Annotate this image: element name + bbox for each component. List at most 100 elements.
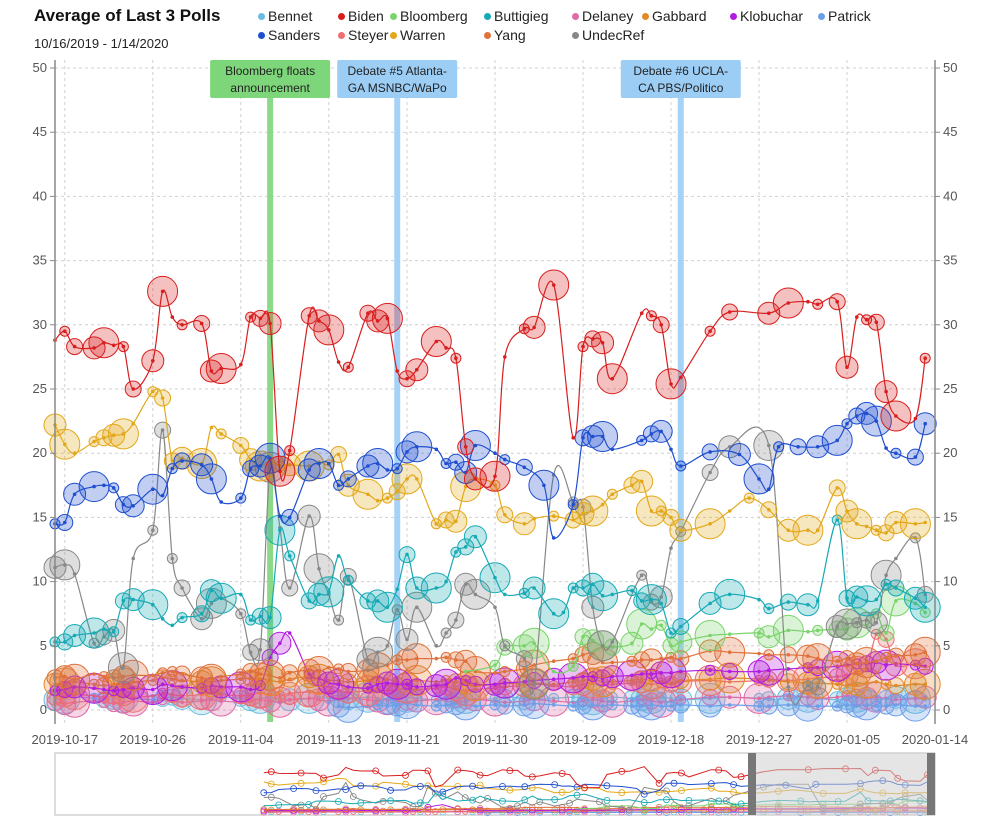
x-tick-label: 2019-12-27 [726, 732, 793, 747]
data-point [415, 656, 419, 661]
legend-item[interactable]: Buttigieg [484, 8, 548, 24]
data-point [503, 704, 507, 708]
data-point [894, 697, 898, 702]
legend-item[interactable]: Sanders [258, 27, 320, 43]
data-point [63, 674, 67, 679]
legend-item[interactable]: Biden [338, 8, 384, 24]
data-point [278, 514, 282, 518]
navigator-point [476, 805, 484, 812]
navigator-point [528, 804, 536, 811]
data-point [287, 691, 292, 696]
data-point [375, 461, 380, 466]
navigator-point [387, 786, 395, 794]
data-point [415, 687, 419, 692]
data-point [219, 596, 223, 601]
data-point [92, 346, 96, 350]
navigator-handle-right[interactable] [927, 753, 935, 815]
data-point [180, 615, 184, 620]
navigator-point [320, 774, 327, 782]
data-point [287, 671, 292, 675]
grid-layer [55, 60, 936, 724]
data-point [610, 680, 615, 684]
data-point [639, 672, 644, 676]
series-layer[interactable] [43, 269, 941, 723]
navigator-point [730, 781, 737, 788]
data-point [405, 477, 409, 481]
data-point [278, 528, 282, 532]
legend-item[interactable]: Klobuchar [730, 8, 803, 24]
legend-item[interactable]: Warren [390, 27, 445, 43]
legend-item[interactable]: Bennet [258, 8, 312, 24]
navigator-point [320, 793, 327, 800]
legend-item[interactable]: UndecRef [572, 27, 644, 43]
data-point [776, 445, 781, 449]
data-point [747, 496, 751, 500]
legend-item[interactable]: Patrick [818, 8, 871, 24]
data-point [845, 421, 849, 426]
data-point [180, 685, 184, 689]
series-patrick[interactable] [327, 688, 931, 723]
legend-swatch [642, 12, 649, 20]
navigator-point [722, 797, 730, 805]
series-biden[interactable] [53, 269, 931, 492]
data-point [806, 602, 810, 607]
data-point [493, 703, 497, 707]
series-yang[interactable] [46, 636, 941, 695]
data-point [434, 339, 439, 344]
data-point [679, 624, 683, 629]
data-point [835, 695, 839, 699]
data-point [92, 694, 96, 698]
navigator-point [737, 800, 745, 808]
x-tick-label: 2020-01-05 [814, 732, 881, 747]
data-point [92, 686, 96, 690]
data-point [92, 641, 96, 645]
data-point [121, 665, 126, 670]
data-point [180, 456, 184, 461]
data-point [170, 556, 175, 561]
navigator-point [625, 806, 633, 814]
data-point [385, 605, 390, 610]
legend-item[interactable]: Bloomberg [390, 8, 468, 24]
series-sanders[interactable] [49, 401, 937, 540]
data-point [121, 674, 126, 679]
annotation-text: Debate #6 UCLA- [633, 64, 728, 78]
data-point [815, 685, 820, 689]
navigator-point [260, 806, 268, 813]
series-undecref[interactable] [43, 421, 934, 705]
data-point [669, 515, 673, 520]
data-point [561, 610, 566, 615]
legend-item[interactable]: Yang [484, 27, 526, 43]
data-point [551, 283, 556, 287]
navigator-point [267, 806, 275, 814]
data-point [375, 498, 380, 503]
range-navigator[interactable] [54, 752, 936, 817]
data-point [444, 655, 448, 660]
data-point [610, 703, 615, 707]
data-point [864, 660, 869, 665]
legend-item[interactable]: Gabbard [642, 8, 706, 24]
data-point [649, 627, 654, 631]
data-point [649, 658, 654, 662]
data-point [336, 554, 341, 558]
data-point [503, 700, 507, 705]
navigator-handle-left[interactable] [748, 753, 756, 815]
data-point [239, 496, 243, 500]
data-point [591, 638, 595, 643]
legend-item[interactable]: Steyer [338, 27, 388, 43]
series-buttigieg[interactable] [49, 514, 941, 651]
data-point [532, 663, 536, 667]
series-klobuchar[interactable] [49, 631, 934, 705]
navigator-point [596, 809, 603, 816]
legend-item[interactable]: Delaney [572, 8, 633, 24]
navigator-selection[interactable] [752, 753, 935, 815]
navigator-point [551, 796, 559, 804]
data-point [72, 344, 77, 349]
data-point [405, 376, 409, 381]
navigator-point [484, 795, 491, 802]
data-point [307, 468, 312, 472]
data-point [894, 599, 898, 603]
legend-label: UndecRef [582, 27, 645, 43]
series-warren[interactable] [43, 386, 931, 546]
data-point [923, 421, 927, 426]
